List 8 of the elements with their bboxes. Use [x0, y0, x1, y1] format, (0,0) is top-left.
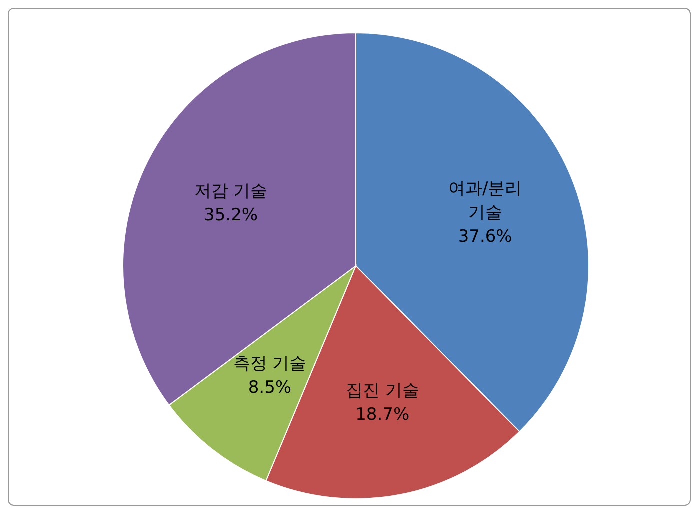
- slice-label: 측정 기술: [233, 354, 307, 374]
- data-label: 35.2%: [204, 205, 258, 226]
- data-label: 37.6%: [458, 226, 512, 247]
- data-label: 18.7%: [356, 405, 410, 426]
- slice-label: 저감 기술: [194, 181, 268, 202]
- slice-label: 여과/분리 기술: [448, 178, 522, 223]
- data-label: 8.5%: [248, 378, 292, 398]
- slice-label: 집진 기술: [346, 381, 420, 402]
